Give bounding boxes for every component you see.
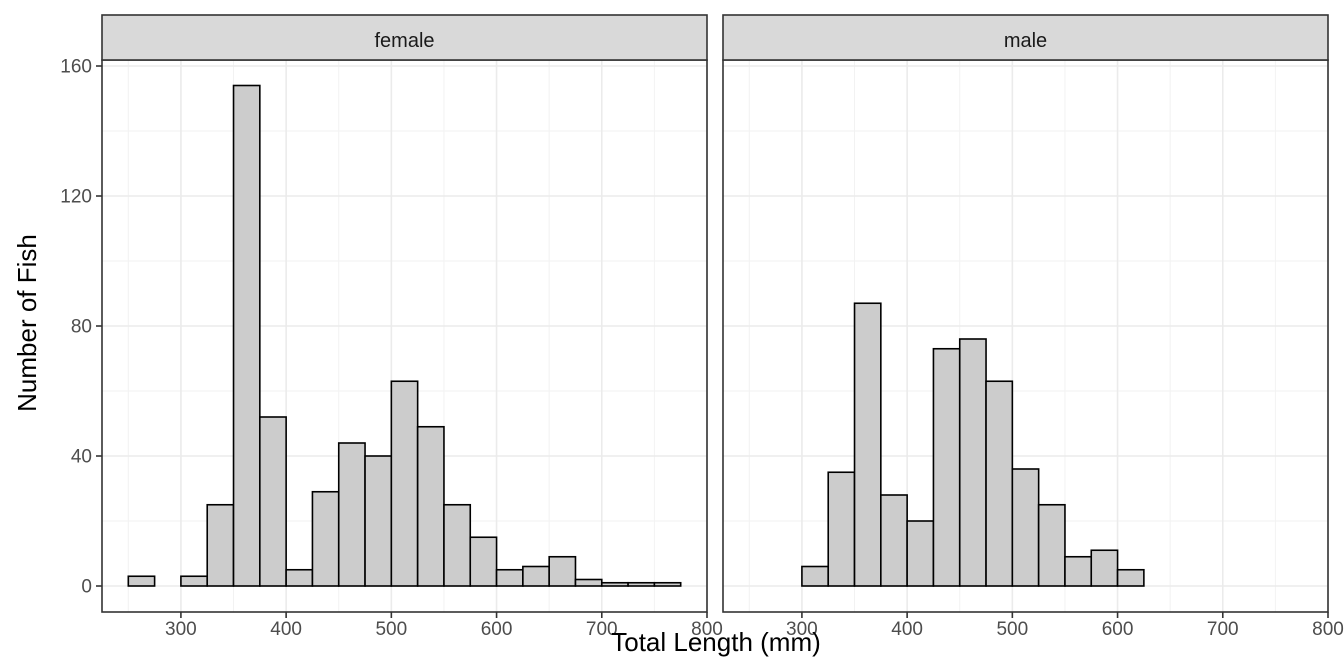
x-tick-label: 600 [481,619,513,640]
histogram-bar [1116,568,1145,587]
x-axis-male: 300 400 500 600 700 800 [786,612,1344,640]
x-tick-label: 800 [691,619,723,640]
histogram-bar [1037,503,1066,587]
facet-panel-male: male 300 400 500 600 700 800 [722,14,1344,640]
histogram-bar [880,494,908,587]
x-tick-label: 800 [1312,619,1344,640]
histogram-bar [985,380,1014,587]
histogram-bar [600,581,629,587]
histogram-bar [469,536,498,587]
histogram-bar [906,520,935,587]
histogram-bar [390,380,419,587]
histogram-bar [801,565,830,587]
histogram-bar [416,425,445,587]
x-axis-female: 300 400 500 600 700 800 [165,612,723,640]
x-tick-label: 600 [1102,619,1134,640]
x-axis-title: Total Length (mm) [611,627,821,657]
histogram-bar [1090,549,1119,587]
facet-panel-female: female 300 400 500 600 700 800 [101,14,723,640]
histogram-bar [627,581,656,587]
facet-panels: female 300 400 500 600 700 800 male 300 400 500 600… [101,14,1344,640]
x-tick-label: 500 [375,619,407,640]
histogram-bar [495,568,524,587]
histogram-bar [827,471,856,587]
x-tick-label: 700 [1207,619,1239,640]
histogram-bar [206,503,235,587]
histogram-bar [443,503,472,587]
histogram-bar [180,575,209,587]
histogram-bar [232,84,261,587]
y-tick-label: 0 [81,577,92,598]
histogram-bar [522,565,550,587]
histogram-bar [259,416,287,587]
histogram-bar [364,455,393,587]
facet-strip-label: female [374,30,434,52]
histogram-bar [548,555,577,587]
histogram-bar [653,581,682,587]
y-tick-label: 160 [60,57,92,78]
x-tick-label: 300 [786,619,818,640]
histogram-bar [311,490,340,587]
histogram-bar [1011,468,1040,587]
histogram-bar [932,347,961,587]
y-axis: 0 40 80 120 160 [60,57,102,598]
x-tick-label: 400 [891,619,923,640]
facet-strip [722,14,1329,61]
x-tick-label: 400 [270,619,302,640]
x-tick-label: 700 [586,619,618,640]
facet-strip [101,14,708,61]
y-tick-label: 120 [60,187,92,208]
histogram-bars [801,302,1145,587]
histogram-bar [1064,555,1093,587]
y-tick-label: 40 [71,447,92,468]
histogram-bar [337,442,366,587]
y-tick-label: 80 [71,317,92,338]
histogram-bar [958,338,987,587]
facet-strip-label: male [1004,30,1047,52]
x-tick-label: 300 [165,619,197,640]
y-axis-title: Number of Fish [12,234,42,412]
histogram-bar [285,568,314,587]
histogram-bar [127,575,156,587]
x-tick-label: 500 [996,619,1028,640]
histogram-bars [127,84,682,587]
histogram-bar [853,302,882,587]
histogram-bar [574,578,603,587]
